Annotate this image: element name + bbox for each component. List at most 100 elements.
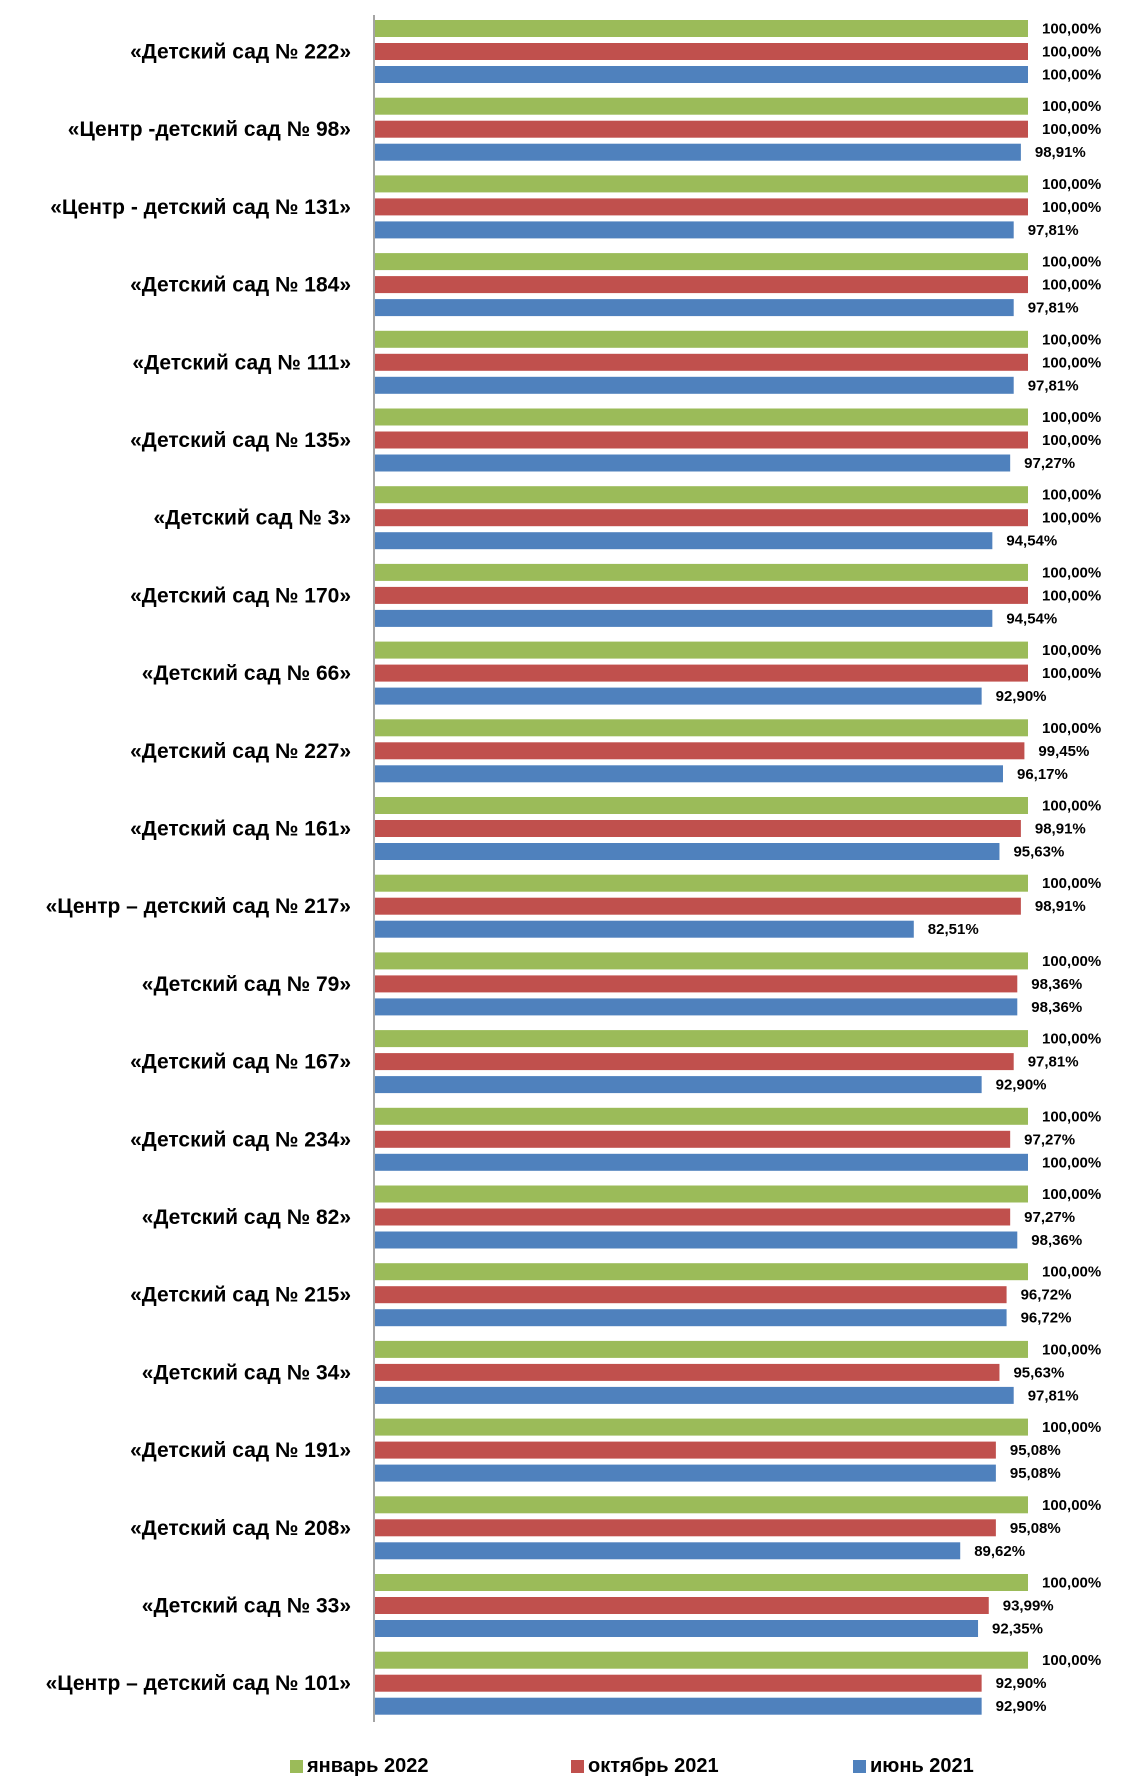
category-label: «Детский сад № 191» (130, 1439, 351, 1462)
value-label: 96,72% (1021, 1287, 1072, 1304)
legend-label: июнь 2021 (870, 1755, 974, 1777)
legend-swatch (290, 1760, 303, 1773)
value-label: 96,17% (1017, 766, 1068, 783)
category-label: «Детский сад № 215» (130, 1284, 351, 1307)
bar-jan-2022 (375, 563, 1028, 581)
category-label: «Детский сад № 234» (130, 1128, 351, 1151)
bar-oct-2021 (375, 1208, 1011, 1226)
bar-oct-2021 (375, 1441, 996, 1459)
bar-jun-2021 (375, 66, 1028, 83)
value-label: 100,00% (1042, 409, 1101, 426)
bar-jun-2021 (375, 765, 1003, 783)
value-label: 100,00% (1042, 254, 1101, 271)
value-label: 100,00% (1042, 665, 1101, 682)
bar-oct-2021 (375, 509, 1028, 527)
value-label: 98,36% (1031, 1232, 1082, 1249)
value-label: 100,00% (1042, 1264, 1101, 1281)
bar-jan-2022 (375, 1185, 1028, 1203)
value-label: 100,00% (1042, 875, 1101, 892)
value-label: 97,81% (1028, 1387, 1079, 1404)
legend-item-jun-2021: июнь 2021 (853, 1755, 974, 1778)
bar-oct-2021 (375, 43, 1028, 60)
bar-jun-2021 (375, 1231, 1018, 1249)
value-label: 100,00% (1042, 1154, 1101, 1171)
value-label: 97,27% (1024, 1209, 1075, 1226)
value-label: 100,00% (1042, 199, 1101, 216)
category-label: «Детский сад № 135» (130, 429, 351, 452)
bar-oct-2021 (375, 1519, 996, 1537)
bar-oct-2021 (375, 664, 1028, 682)
value-label: 100,00% (1042, 1108, 1101, 1125)
bar-oct-2021 (375, 1597, 989, 1614)
bar-jan-2022 (375, 175, 1028, 193)
value-label: 100,00% (1042, 67, 1101, 84)
category-label: «Детский сад № 167» (130, 1051, 351, 1074)
value-label: 100,00% (1042, 510, 1101, 527)
bar-oct-2021 (375, 120, 1028, 138)
value-label: 98,36% (1031, 976, 1082, 993)
category-label: «Детский сад № 222» (130, 41, 351, 64)
category-label: «Детский сад № 161» (130, 818, 351, 841)
bar-jan-2022 (375, 20, 1028, 37)
value-label: 100,00% (1042, 354, 1101, 371)
value-label: 95,08% (1010, 1520, 1061, 1537)
bar-jun-2021 (375, 687, 982, 705)
value-label: 95,08% (1010, 1465, 1061, 1482)
bar-jan-2022 (375, 97, 1028, 115)
category-label: «Детский сад № 79» (142, 973, 351, 996)
value-label: 100,00% (1042, 642, 1101, 659)
value-label: 92,35% (992, 1621, 1043, 1638)
bar-jun-2021 (375, 1309, 1007, 1327)
legend-item-oct-2021: октябрь 2021 (571, 1755, 719, 1778)
value-label: 99,45% (1038, 743, 1089, 760)
value-label: 100,00% (1042, 98, 1101, 115)
bar-jun-2021 (375, 532, 993, 550)
value-label: 82,51% (928, 921, 979, 938)
value-label: 93,99% (1003, 1598, 1054, 1615)
value-label: 100,00% (1042, 487, 1101, 504)
value-label: 98,91% (1035, 144, 1086, 161)
value-label: 98,91% (1035, 898, 1086, 915)
bar-jan-2022 (375, 1263, 1028, 1281)
category-label: «Детский сад № 34» (142, 1361, 351, 1384)
value-label: 100,00% (1042, 176, 1101, 193)
legend-swatch (571, 1760, 584, 1773)
value-label: 92,90% (996, 1698, 1047, 1715)
value-label: 95,08% (1010, 1442, 1061, 1459)
value-label: 100,00% (1042, 1341, 1101, 1358)
bar-jan-2022 (375, 1107, 1028, 1125)
value-label: 100,00% (1042, 564, 1101, 581)
bar-jun-2021 (375, 143, 1021, 161)
bar-jun-2021 (375, 299, 1014, 317)
value-label: 100,00% (1042, 1186, 1101, 1203)
bar-oct-2021 (375, 1130, 1011, 1148)
value-label: 89,62% (974, 1543, 1025, 1560)
bar-jun-2021 (375, 221, 1014, 239)
value-label: 97,81% (1028, 377, 1079, 394)
bar-jun-2021 (375, 998, 1018, 1016)
bar-oct-2021 (375, 897, 1021, 915)
bar-oct-2021 (375, 1674, 982, 1692)
category-label: «Центр - детский сад № 131» (50, 196, 351, 219)
bar-oct-2021 (375, 975, 1018, 993)
bar-jun-2021 (375, 920, 914, 938)
bar-jan-2022 (375, 486, 1028, 504)
value-label: 100,00% (1042, 44, 1101, 61)
value-label: 100,00% (1042, 798, 1101, 815)
bar-jan-2022 (375, 952, 1028, 970)
value-label: 100,00% (1042, 1497, 1101, 1514)
value-label: 100,00% (1042, 21, 1101, 38)
bar-jan-2022 (375, 1496, 1028, 1514)
category-label: «Детский сад № 227» (130, 740, 351, 763)
category-label: «Детский сад № 3» (153, 507, 351, 530)
value-label: 100,00% (1042, 432, 1101, 449)
legend-item-jan-2022: январь 2022 (290, 1755, 428, 1778)
value-label: 100,00% (1042, 953, 1101, 970)
value-label: 100,00% (1042, 331, 1101, 348)
bar-jan-2022 (375, 874, 1028, 892)
category-label: «Детский сад № 111» (132, 351, 351, 374)
bar-jun-2021 (375, 1076, 982, 1094)
bar-jan-2022 (375, 1030, 1028, 1048)
value-label: 97,81% (1028, 300, 1079, 317)
